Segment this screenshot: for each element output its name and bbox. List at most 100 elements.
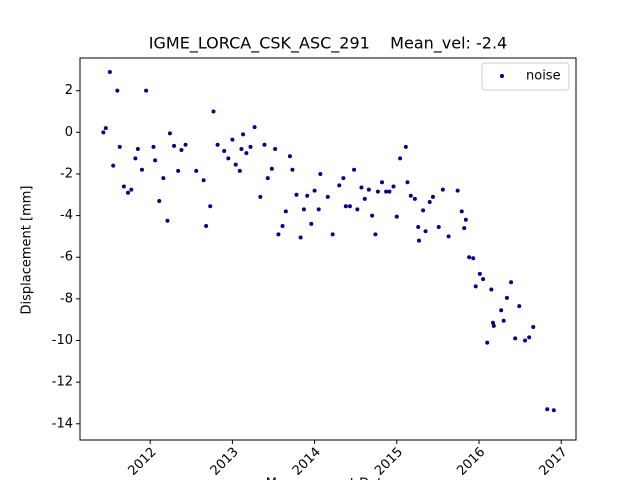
data-point xyxy=(489,287,494,292)
data-point xyxy=(455,188,460,193)
data-point xyxy=(258,194,263,199)
data-point xyxy=(504,295,509,300)
data-point xyxy=(467,255,472,260)
data-point xyxy=(421,208,426,213)
data-point xyxy=(237,168,242,173)
y-tick-label: -6 xyxy=(60,250,73,265)
data-point xyxy=(412,196,417,201)
data-point xyxy=(151,144,156,149)
data-point xyxy=(126,190,131,195)
data-point xyxy=(222,149,227,154)
y-tick-label: -12 xyxy=(52,375,73,390)
data-point xyxy=(215,142,220,147)
data-point xyxy=(380,180,385,185)
data-point xyxy=(531,324,536,329)
data-point xyxy=(405,180,410,185)
data-point xyxy=(416,238,421,243)
data-point xyxy=(161,176,166,181)
data-point xyxy=(359,185,364,190)
data-point xyxy=(165,218,170,223)
y-tick-label: -2 xyxy=(60,166,73,181)
legend-box xyxy=(481,62,570,91)
data-point xyxy=(233,162,238,167)
data-point xyxy=(312,188,317,193)
data-point xyxy=(491,323,496,328)
data-point xyxy=(341,176,346,181)
data-point xyxy=(481,277,486,282)
y-axis-label: Displacement [mm] xyxy=(20,186,35,315)
data-point xyxy=(490,320,495,325)
data-point xyxy=(290,167,295,172)
x-axis-label: Measurement Date xyxy=(266,477,390,480)
data-point xyxy=(107,69,112,74)
data-point xyxy=(230,137,235,142)
data-point xyxy=(316,207,321,212)
data-point xyxy=(301,207,306,212)
data-point xyxy=(167,131,172,136)
data-point xyxy=(325,194,330,199)
data-point xyxy=(309,221,314,226)
data-point xyxy=(384,189,389,194)
data-point xyxy=(273,146,278,151)
data-point xyxy=(248,144,253,149)
data-point xyxy=(501,318,506,323)
data-point xyxy=(330,232,335,237)
data-point xyxy=(485,340,490,345)
data-point xyxy=(208,204,213,209)
y-tick-label: -10 xyxy=(52,333,73,348)
data-point xyxy=(446,234,451,239)
data-point xyxy=(117,144,122,149)
data-point xyxy=(423,229,428,234)
data-point xyxy=(471,256,476,261)
data-point xyxy=(252,125,257,130)
data-point xyxy=(283,209,288,214)
data-point xyxy=(204,223,209,228)
data-point xyxy=(375,189,380,194)
data-point xyxy=(129,187,134,192)
data-point xyxy=(239,146,244,151)
data-point xyxy=(157,199,162,204)
data-point xyxy=(427,200,432,205)
data-point xyxy=(463,217,468,222)
data-point xyxy=(115,88,120,93)
y-tick-label: -14 xyxy=(52,416,73,431)
data-point xyxy=(201,178,206,183)
data-point xyxy=(101,130,106,135)
y-tick-label: -8 xyxy=(60,291,73,306)
data-point xyxy=(355,207,360,212)
data-point xyxy=(176,168,181,173)
data-point xyxy=(280,223,285,228)
data-point xyxy=(337,183,342,188)
data-point xyxy=(551,408,556,413)
data-point xyxy=(408,193,413,198)
data-point xyxy=(513,336,518,341)
data-point xyxy=(459,209,464,214)
data-point xyxy=(398,156,403,161)
data-point xyxy=(436,225,441,230)
data-point xyxy=(298,235,303,240)
data-point xyxy=(287,154,292,159)
data-point xyxy=(545,407,550,412)
data-point xyxy=(523,338,528,343)
data-point xyxy=(241,132,246,137)
data-point xyxy=(135,146,140,151)
chart-title: IGME_LORCA_CSK_ASC_291 Mean_vel: -2.4 xyxy=(149,34,507,54)
data-point xyxy=(473,284,478,289)
data-point xyxy=(370,213,375,218)
data-point xyxy=(144,88,149,93)
data-point xyxy=(517,304,522,309)
data-point xyxy=(416,225,421,230)
y-tick-label: -4 xyxy=(60,208,73,223)
data-point xyxy=(133,156,138,161)
data-point xyxy=(121,184,126,189)
y-tick-label: 0 xyxy=(65,125,73,140)
data-point xyxy=(347,204,352,209)
data-point xyxy=(139,167,144,172)
data-point xyxy=(262,142,267,147)
legend-label: noise xyxy=(526,69,561,84)
data-point xyxy=(305,193,310,198)
data-point xyxy=(103,126,108,131)
data-point xyxy=(194,168,199,173)
data-point xyxy=(403,144,408,149)
